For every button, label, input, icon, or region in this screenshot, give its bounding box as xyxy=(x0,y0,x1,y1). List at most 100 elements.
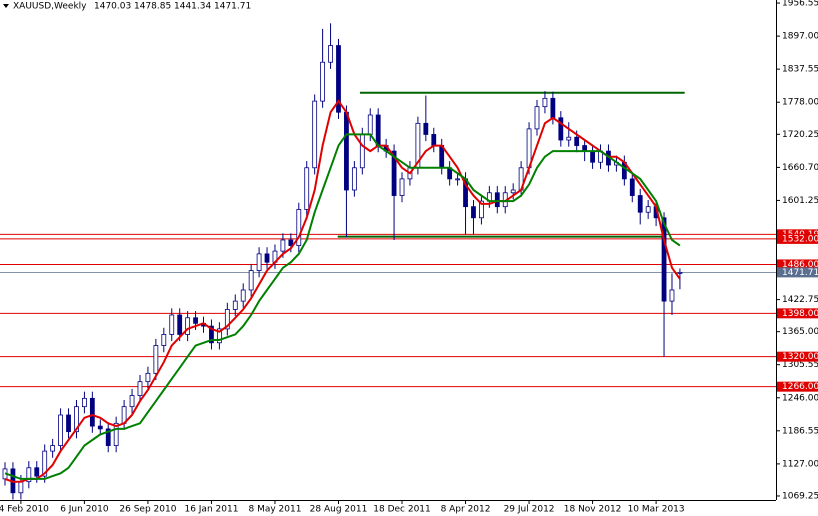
candle-body xyxy=(50,445,56,452)
y-tick-label: 1422.75 xyxy=(782,295,818,305)
x-tick-label: 26 Sep 2010 xyxy=(119,505,176,515)
candle-body xyxy=(431,134,437,146)
candle-body xyxy=(264,253,270,263)
y-tick-label: 1186.55 xyxy=(782,426,818,436)
header-value: 1470.03 xyxy=(94,2,131,12)
candle-body xyxy=(629,178,635,196)
x-tick-label: 29 Jul 2012 xyxy=(504,505,555,515)
candle-body xyxy=(224,309,230,330)
level-label-box xyxy=(777,233,818,244)
candle-body xyxy=(129,395,135,408)
candle-body xyxy=(296,209,302,246)
header-value: 1441.34 xyxy=(174,2,211,12)
candle-body xyxy=(494,192,500,208)
level-label-box xyxy=(777,351,818,362)
candle-body xyxy=(193,317,198,324)
candle-body xyxy=(336,45,341,113)
candle-body xyxy=(58,414,63,446)
candle-body xyxy=(153,345,159,374)
candle-body xyxy=(590,150,595,163)
candle-body xyxy=(534,106,540,130)
candle-body xyxy=(423,122,429,135)
candle-body xyxy=(169,314,175,335)
candle-body xyxy=(280,239,286,252)
candle-body xyxy=(344,111,349,191)
candle-body xyxy=(550,97,556,119)
candle-body xyxy=(367,114,373,135)
candle-body xyxy=(185,317,191,335)
level-label: 1532.00 xyxy=(782,234,818,244)
candle-body xyxy=(240,289,246,302)
candle-body xyxy=(312,100,318,169)
x-tick-label: 18 Nov 2012 xyxy=(564,505,622,515)
candle-body xyxy=(304,167,310,210)
y-tick-label: 1246.00 xyxy=(782,393,818,403)
indicator-line xyxy=(4,99,681,483)
candle-body xyxy=(637,195,643,213)
x-tick-label: 6 Jun 2010 xyxy=(60,505,109,515)
candle-body xyxy=(232,300,238,310)
candle-body xyxy=(66,414,71,433)
candle-body xyxy=(558,117,564,141)
candle-body xyxy=(256,253,262,271)
candle-body xyxy=(209,325,214,344)
candle-body xyxy=(89,397,95,427)
level-label: 1398.00 xyxy=(782,309,818,319)
level-label-box xyxy=(777,381,818,392)
y-tick-label: 1720.25 xyxy=(782,130,818,140)
candle-body xyxy=(137,381,143,396)
candle-body xyxy=(645,206,651,213)
candle-body xyxy=(105,428,111,446)
level-label-box xyxy=(777,259,818,270)
menu-arrow xyxy=(3,4,9,8)
candle-body xyxy=(26,467,32,483)
level-label: 1266.00 xyxy=(782,382,818,392)
candle-body xyxy=(455,178,460,181)
candle-body xyxy=(669,289,675,302)
candle-body xyxy=(74,406,79,433)
level-label-box xyxy=(777,308,818,319)
y-tick-label: 1956.55 xyxy=(782,0,818,9)
y-tick-label: 1305.55 xyxy=(782,360,818,370)
y-tick-label: 1069.25 xyxy=(782,491,818,501)
x-tick-label: 14 Feb 2010 xyxy=(0,505,49,515)
candle-body xyxy=(216,328,222,344)
candle-body xyxy=(145,372,151,383)
level-label: 1486.00 xyxy=(782,260,818,270)
candle-body xyxy=(351,167,357,191)
x-tick-label: 8 Apr 2012 xyxy=(441,505,491,515)
candle-body xyxy=(479,200,484,219)
candle-body xyxy=(677,271,683,274)
header-value: 1478.85 xyxy=(134,2,171,12)
candle-body xyxy=(375,114,381,146)
candle-body xyxy=(661,217,667,302)
chart-title: XAUUSD,Weekly xyxy=(13,2,87,12)
candle-body xyxy=(113,422,119,446)
header-value: 1471.71 xyxy=(214,2,251,12)
x-tick-label: 10 Mar 2013 xyxy=(628,505,685,515)
y-tick-label: 1127.00 xyxy=(782,459,818,469)
candle-body xyxy=(177,314,183,335)
indicator-line xyxy=(4,133,681,480)
candle-body xyxy=(510,189,516,194)
y-tick-label: 1837.55 xyxy=(782,65,818,75)
candle-body xyxy=(82,397,87,408)
x-tick-label: 16 Jan 2011 xyxy=(184,505,238,515)
y-tick-label: 1601.25 xyxy=(782,196,818,206)
candle-body xyxy=(320,61,326,102)
candle-body xyxy=(288,239,294,246)
y-tick-label: 1897.00 xyxy=(782,32,818,42)
candle-body xyxy=(391,150,397,196)
candle-body xyxy=(359,134,365,169)
candle-body xyxy=(97,425,103,430)
candle-body xyxy=(399,178,405,196)
candle-body xyxy=(542,97,548,108)
y-tick-label: 1365.00 xyxy=(782,327,818,337)
candle-body xyxy=(328,45,333,63)
candle-body xyxy=(574,136,580,146)
x-tick-label: 8 May 2011 xyxy=(248,505,301,515)
x-tick-label: 18 Dec 2011 xyxy=(373,505,431,515)
candle-body xyxy=(471,206,476,219)
